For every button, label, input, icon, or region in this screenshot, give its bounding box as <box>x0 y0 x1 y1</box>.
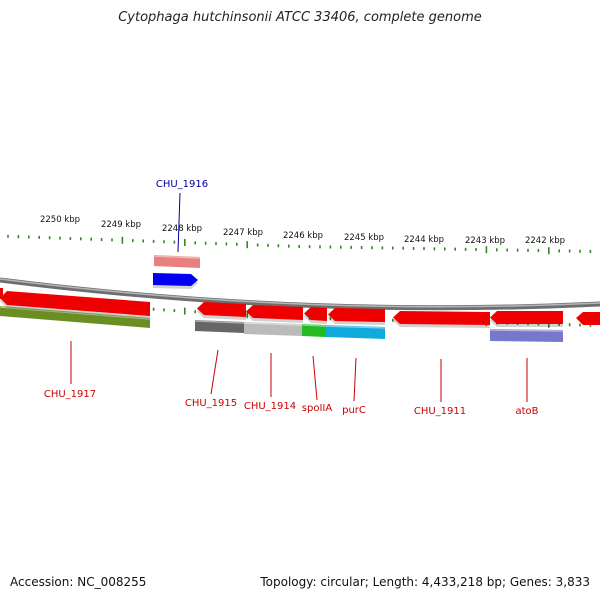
scale-label: 2246 kbp <box>283 231 323 241</box>
gene-label[interactable]: CHU_1914 <box>244 401 296 412</box>
category-bar <box>244 322 302 336</box>
category-bar <box>326 325 385 339</box>
label-leader-lines <box>70 192 528 402</box>
gene-label[interactable]: CHU_1911 <box>414 406 466 417</box>
category-bar-highlight <box>301 324 327 327</box>
leader-line <box>177 192 181 253</box>
scale-label: 2243 kbp <box>465 236 505 246</box>
genome-summary-text: Topology: circular; Length: 4,433,218 bp… <box>260 575 590 589</box>
gene-arrow[interactable] <box>393 311 490 325</box>
gene-label[interactable]: purC <box>342 405 366 416</box>
category-bar-highlight <box>0 306 151 320</box>
category-bar-highlight <box>243 322 303 326</box>
scale-label: 2242 kbp <box>525 236 565 246</box>
category-bar <box>195 320 244 333</box>
gene-label[interactable]: CHU_1916 <box>156 179 208 190</box>
category-bar-highlight <box>489 329 564 332</box>
gene-arrow[interactable] <box>576 312 600 325</box>
map-title: Cytophaga hutchinsonii ATCC 33406, compl… <box>118 10 482 25</box>
category-bar <box>490 329 563 342</box>
category-bars <box>0 255 564 342</box>
gene-label[interactable]: atoB <box>515 406 538 417</box>
category-bar <box>154 255 200 268</box>
category-bar <box>302 324 326 337</box>
gene-arrow[interactable] <box>246 305 303 320</box>
leader-line <box>312 355 318 401</box>
gene-arrow[interactable] <box>153 273 198 286</box>
gene-label[interactable]: CHU_1915 <box>185 398 237 409</box>
category-bar-highlight <box>325 325 386 329</box>
gene-features <box>0 273 600 328</box>
gene-arrow[interactable] <box>197 302 246 317</box>
gene-arrow[interactable] <box>0 288 3 299</box>
gene-arrow[interactable] <box>304 307 327 321</box>
scale-label: 2247 kbp <box>223 228 263 238</box>
gene-arrow[interactable] <box>328 308 385 322</box>
scale-label: 2248 kbp <box>162 224 202 234</box>
scale-label: 2249 kbp <box>101 220 141 230</box>
accession-text: Accession: NC_008255 <box>10 575 147 589</box>
category-bar-highlight <box>153 255 201 259</box>
gene-label[interactable]: spoIIA <box>302 403 333 414</box>
gene-arrow[interactable] <box>490 311 563 324</box>
leader-line <box>210 349 219 395</box>
gene-arrow[interactable] <box>0 291 150 316</box>
genome-backbone <box>0 277 600 311</box>
category-bar <box>0 306 150 328</box>
gene-labels: CHU_1917 CHU_1916 CHU_1915 CHU_1914 spoIIA pu… <box>44 179 539 417</box>
scale-labels: 2250 kbp 2249 kbp 2248 kbp 2247 kbp 2246 kbp… <box>40 215 565 246</box>
genome-backbone-highlight <box>0 278 600 308</box>
scale-label: 2244 kbp <box>404 235 444 245</box>
category-bar-highlight <box>194 320 245 324</box>
scale-ticks-top <box>7 234 592 255</box>
scale-label: 2250 kbp <box>40 215 80 225</box>
leader-line <box>353 357 357 402</box>
scale-label: 2245 kbp <box>344 233 384 243</box>
gene-label[interactable]: CHU_1917 <box>44 389 96 400</box>
